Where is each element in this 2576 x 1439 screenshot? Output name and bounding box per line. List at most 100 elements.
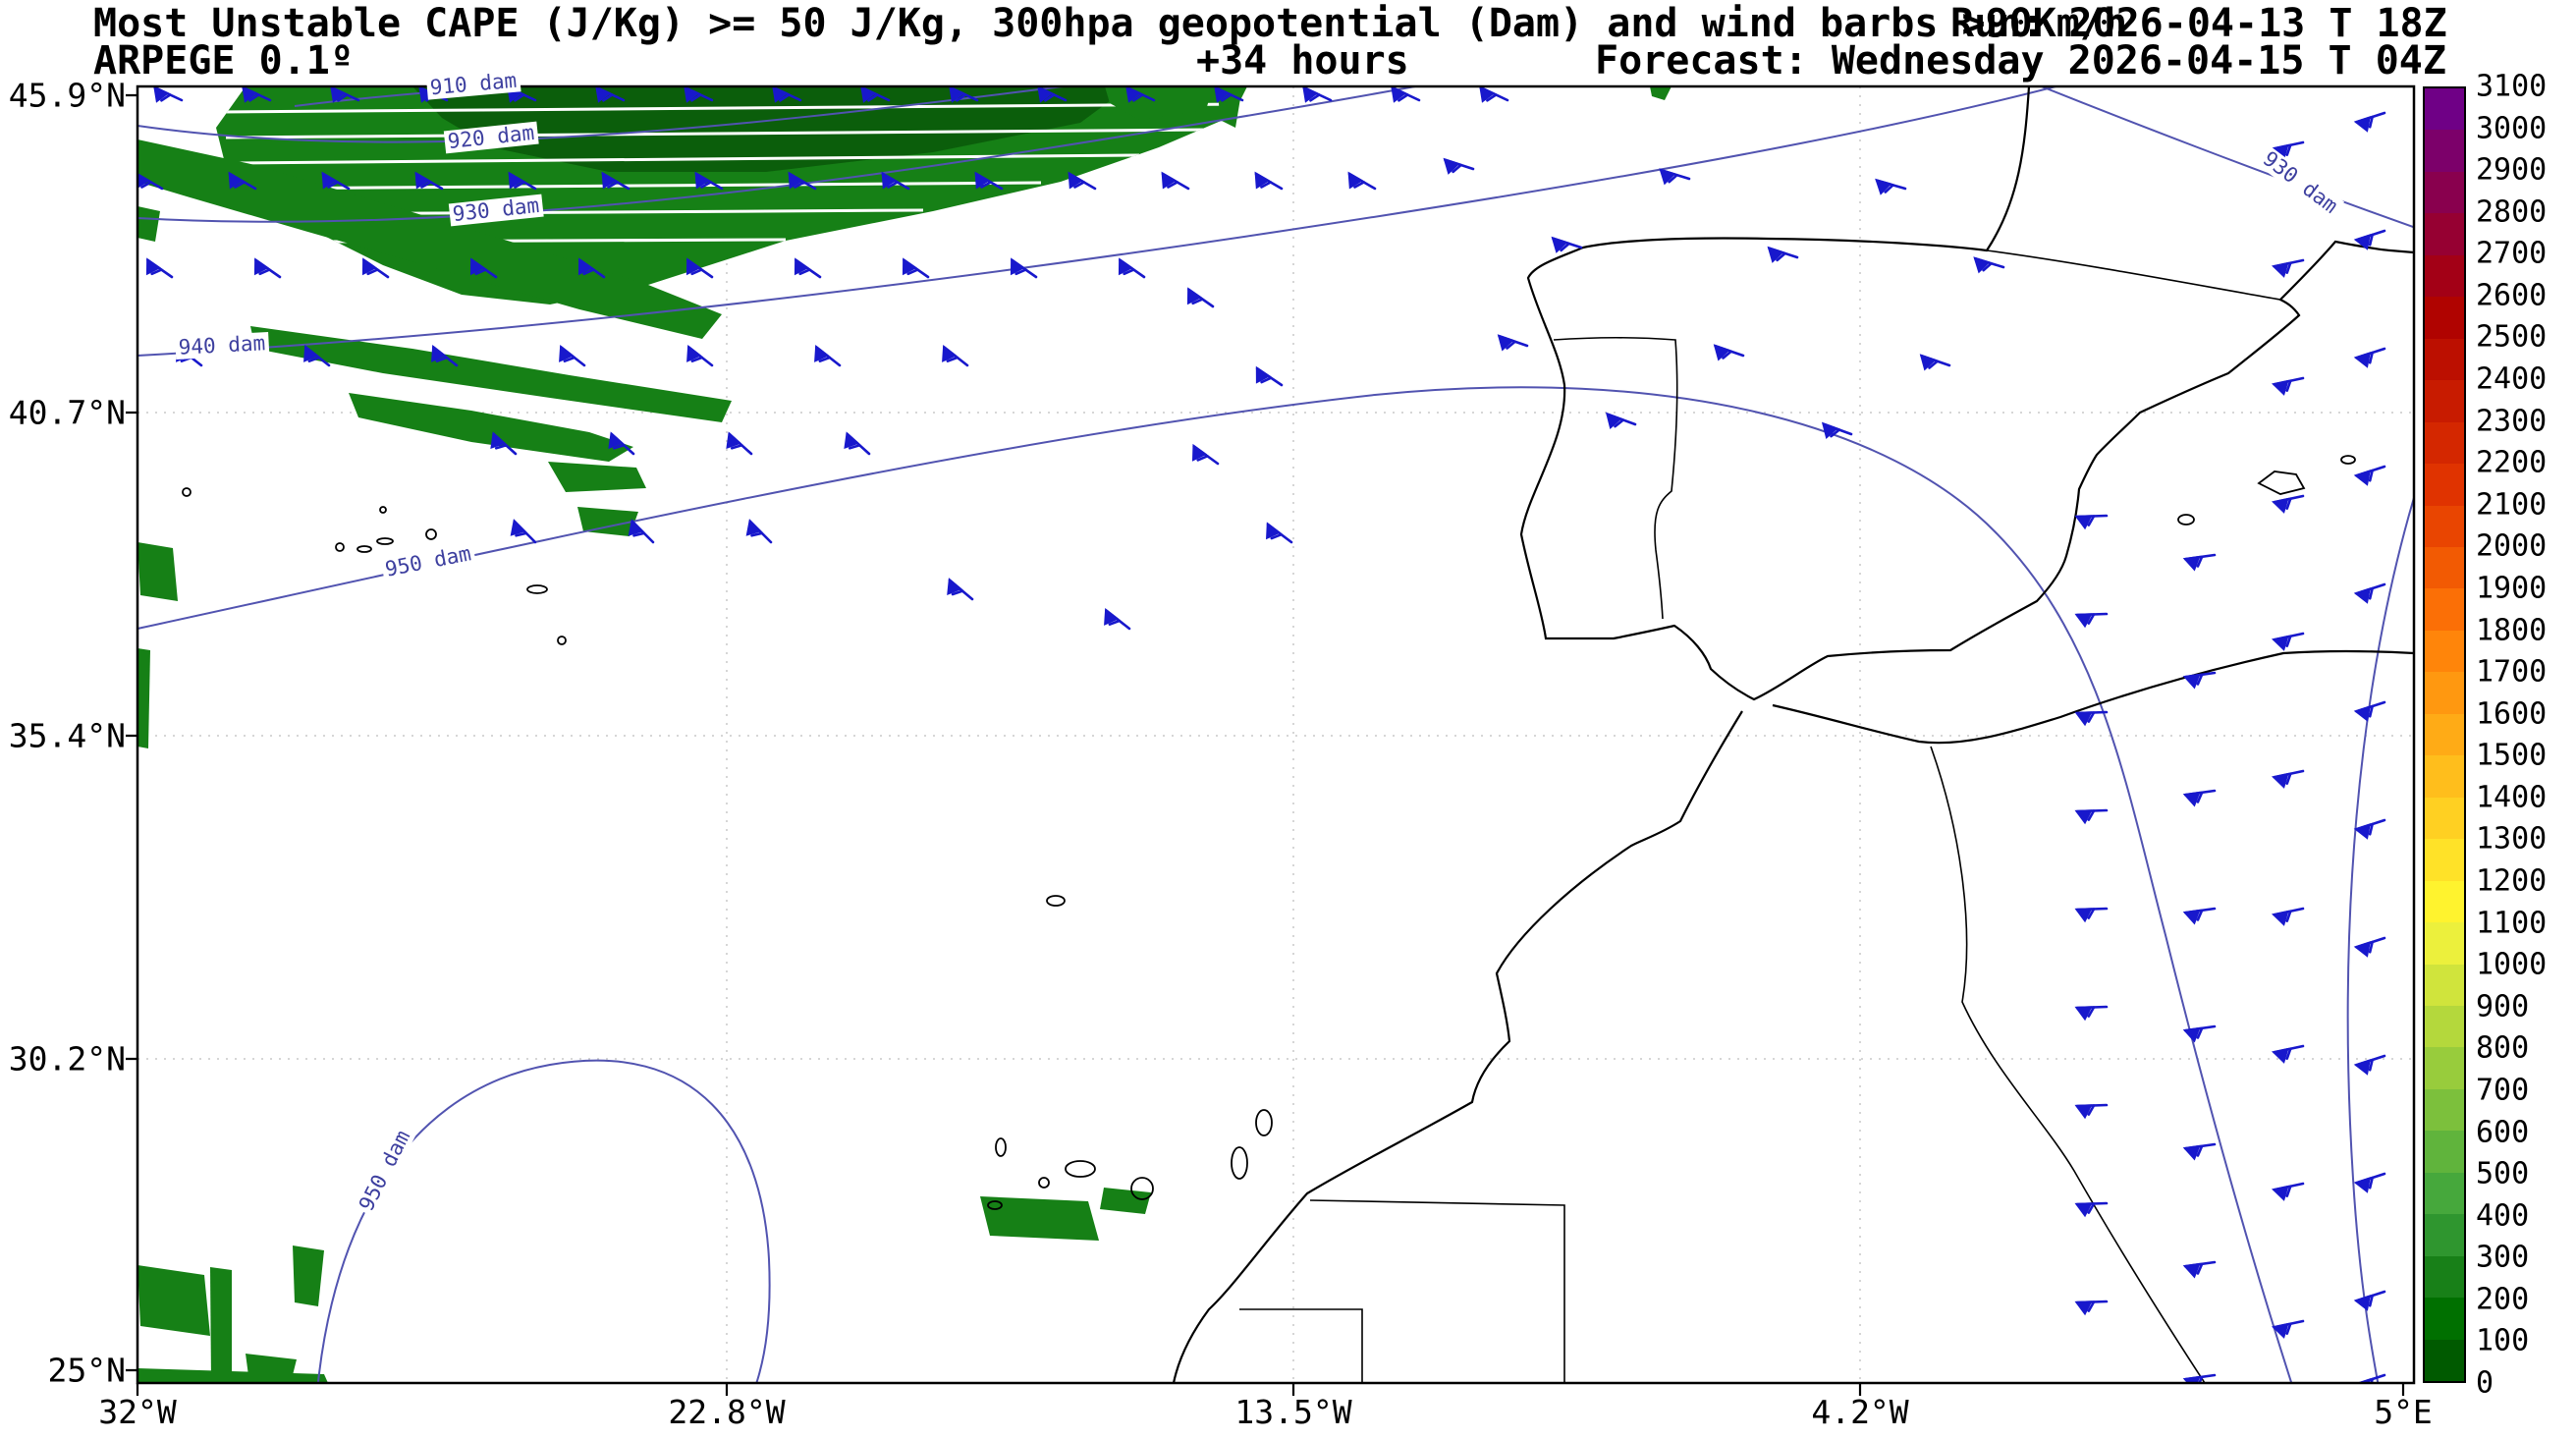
wind-barb bbox=[469, 257, 498, 279]
lon-tick-label: 4.2°W bbox=[1811, 1393, 1909, 1431]
wind-barb bbox=[2353, 936, 2386, 958]
wind-barb bbox=[860, 86, 891, 103]
wind-barb bbox=[361, 257, 390, 279]
colorbar-tick-label: 3000 bbox=[2476, 111, 2548, 146]
colorbar-segment bbox=[2425, 1047, 2464, 1089]
wind-barb bbox=[1104, 607, 1131, 631]
colorbar-tick-label: 2000 bbox=[2476, 528, 2548, 564]
colorbar-segment bbox=[2425, 672, 2464, 714]
portugal-border bbox=[1553, 336, 1678, 620]
wind-barb bbox=[2074, 612, 2109, 629]
wind-barb bbox=[2074, 514, 2109, 530]
wind-barb bbox=[330, 86, 360, 103]
colorbar-tick-label: 0 bbox=[2476, 1365, 2494, 1401]
colorbar-segment bbox=[2425, 1131, 2464, 1173]
lon-tick-label: 32°W bbox=[98, 1393, 177, 1431]
wind-barb bbox=[1659, 168, 1691, 186]
wind-barb bbox=[2353, 1290, 2386, 1311]
colorbar-tick-label: 2300 bbox=[2476, 404, 2548, 439]
wind-barb bbox=[137, 171, 164, 191]
wind-barb bbox=[145, 257, 174, 279]
wind-barb bbox=[2182, 1142, 2217, 1161]
western-sahara-borders bbox=[1239, 1199, 1565, 1383]
colorbar-segment bbox=[2425, 213, 2464, 255]
wind-barb bbox=[2271, 769, 2305, 789]
lon-tick-label: 5°E bbox=[2374, 1393, 2433, 1431]
lat-tick-label: 30.2°N bbox=[8, 1039, 126, 1079]
colorbar-tick-label: 1900 bbox=[2476, 571, 2548, 606]
colorbar-segment bbox=[2425, 630, 2464, 673]
colorbar-tick-label: 800 bbox=[2476, 1030, 2530, 1066]
colorbar-tick-label: 200 bbox=[2476, 1282, 2530, 1317]
wind-barb bbox=[414, 171, 444, 191]
colorbar-segment bbox=[2425, 464, 2464, 506]
wind-barb bbox=[1443, 157, 1475, 175]
contour-950dam bbox=[137, 386, 2293, 1383]
colorbar-segment bbox=[2425, 380, 2464, 422]
colorbar-segment bbox=[2425, 588, 2464, 631]
wind-barb bbox=[745, 519, 773, 544]
wind-barb bbox=[726, 431, 753, 456]
colorbar-scale bbox=[2423, 86, 2466, 1383]
contour-940dam bbox=[137, 86, 2060, 357]
wind-barb bbox=[686, 344, 714, 367]
canary-islands bbox=[987, 1109, 1273, 1210]
wind-barb bbox=[1255, 365, 1284, 387]
lat-tick-label: 40.7°N bbox=[8, 393, 126, 432]
wind-barb bbox=[608, 431, 635, 456]
colorbar-segment bbox=[2425, 1298, 2464, 1340]
colorbar-tick-label: 1700 bbox=[2476, 654, 2548, 690]
wind-barb bbox=[2353, 1373, 2386, 1383]
wind-barb bbox=[153, 86, 184, 103]
colorbar-segment bbox=[2425, 922, 2464, 965]
wind-barb bbox=[2271, 1044, 2305, 1064]
wind-barb bbox=[2074, 907, 2109, 923]
colorbar-segment bbox=[2425, 1172, 2464, 1215]
colorbar-segment bbox=[2425, 254, 2464, 298]
run-label: Run: 2026-04-13 T 18Z bbox=[1950, 1, 2447, 46]
colorbar-tick-label: 2200 bbox=[2476, 445, 2548, 480]
colorbar-tick-label: 2900 bbox=[2476, 152, 2548, 188]
wind-barb bbox=[1919, 354, 1951, 371]
colorbar-segment bbox=[2425, 964, 2464, 1006]
wind-barb bbox=[2182, 907, 2217, 925]
wind-barb bbox=[684, 86, 714, 103]
wind-barb bbox=[1605, 412, 1637, 430]
colorbar-tick-label: 1500 bbox=[2476, 738, 2548, 773]
wind-barb bbox=[2271, 632, 2305, 651]
colorbar: 3100 3000 2900 2800 2700 2600 2500 2400 2300 2200… bbox=[2423, 70, 2576, 1401]
wind-barb bbox=[2353, 229, 2386, 250]
lead-time-label: +34 hours bbox=[1196, 38, 1409, 83]
wind-barb bbox=[2271, 494, 2305, 514]
colorbar-tick-label: 1100 bbox=[2476, 906, 2548, 941]
contour-930dam-east bbox=[2039, 86, 2414, 229]
wind-barb bbox=[1186, 287, 1215, 308]
wind-barb bbox=[2353, 111, 2386, 133]
lon-tick-label: 22.8°W bbox=[668, 1393, 786, 1431]
wind-barb bbox=[814, 344, 842, 367]
colorbar-segment bbox=[2425, 1255, 2464, 1299]
colorbar-tick-label: 1400 bbox=[2476, 780, 2548, 815]
wind-barb bbox=[2182, 671, 2217, 690]
wind-barb bbox=[1347, 171, 1377, 191]
colorbar-segment bbox=[2425, 130, 2464, 172]
colorbar-segment bbox=[2425, 421, 2464, 465]
wind-barb bbox=[2353, 465, 2386, 486]
wind-barb bbox=[2271, 1319, 2305, 1339]
colorbar-segment bbox=[2425, 755, 2464, 798]
wind-barb bbox=[772, 86, 802, 103]
colorbar-tick-label: 1600 bbox=[2476, 696, 2548, 732]
colorbar-tick-label: 3100 bbox=[2476, 69, 2548, 104]
wind-barb bbox=[685, 257, 714, 279]
contour-920dam bbox=[137, 86, 1072, 143]
wind-barb bbox=[2353, 700, 2386, 722]
wind-barb bbox=[2182, 1024, 2217, 1043]
morocco-algeria-border bbox=[1930, 746, 2206, 1383]
wind-barb bbox=[2077, 1395, 2107, 1407]
wind-barb bbox=[949, 86, 979, 103]
wind-barb bbox=[694, 171, 724, 191]
lat-tick-label: 35.4°N bbox=[8, 716, 126, 755]
wind-barb bbox=[577, 257, 606, 279]
wind-barb bbox=[1037, 86, 1068, 103]
wind-barb bbox=[559, 344, 586, 367]
